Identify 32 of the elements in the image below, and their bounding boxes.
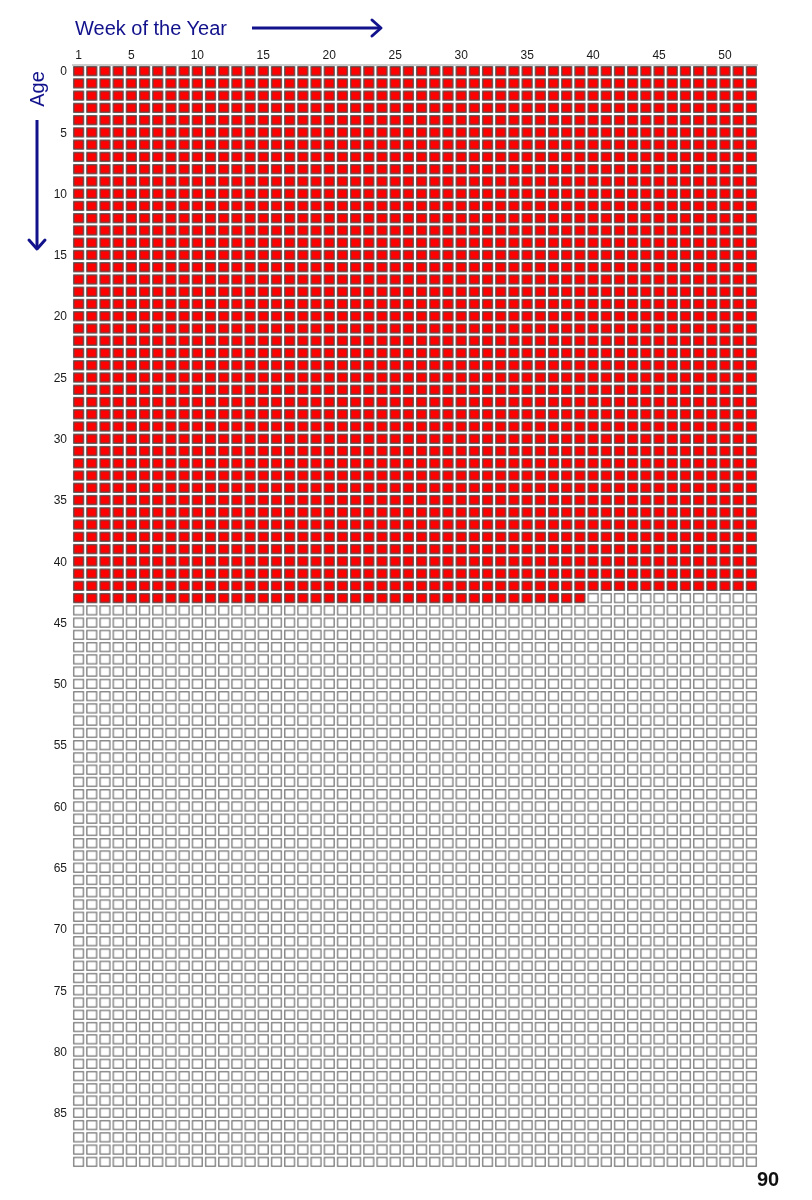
y-tick-label: 0 (60, 64, 68, 79)
y-tick-label: 10 (53, 186, 68, 201)
x-tick-label: 20 (322, 48, 337, 62)
x-tick-label: 30 (454, 48, 469, 62)
y-tick-label: 15 (53, 248, 68, 263)
annotation: 90 (756, 1168, 780, 1190)
y-tick-label: 80 (53, 1044, 68, 1059)
y-tick-label: 85 (53, 1106, 68, 1121)
x-tick-label: 1 (75, 48, 83, 62)
y-tick-label: 50 (53, 677, 68, 692)
y-tick-label: 35 (53, 493, 68, 508)
x-tick-label: 40 (586, 48, 601, 62)
x-tick-label: 15 (256, 48, 271, 62)
y-tick-label: 75 (53, 983, 68, 998)
x-tick-label: 25 (388, 48, 403, 62)
x-tick-label: 5 (128, 48, 136, 62)
y-axis-title: Age (26, 71, 48, 107)
y-tick-label: 5 (60, 125, 68, 140)
y-tick-label: 45 (53, 615, 68, 630)
x-tick-label: 45 (652, 48, 667, 62)
y-tick-label: 20 (53, 309, 68, 324)
y-tick-label: 55 (53, 738, 68, 753)
x-axis-title: Week of the Year (75, 17, 228, 39)
y-tick-label: 65 (53, 861, 68, 875)
y-tick-label: 70 (53, 922, 68, 937)
x-tick-label: 10 (190, 48, 205, 62)
y-tick-label: 30 (53, 432, 68, 447)
y-tick-label: 60 (53, 799, 68, 814)
x-tick-label: 35 (520, 48, 535, 62)
y-tick-label: 40 (53, 554, 68, 569)
x-tick-label: 50 (718, 48, 733, 62)
y-tick-label: 25 (53, 370, 68, 385)
